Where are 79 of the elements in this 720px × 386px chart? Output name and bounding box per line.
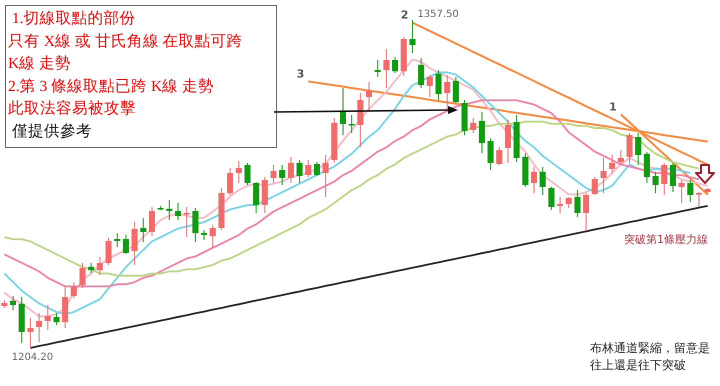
series-label: 2 — [400, 8, 408, 22]
candlestick — [548, 186, 554, 210]
candlestick — [592, 176, 598, 196]
candlestick — [175, 202, 181, 221]
candlestick — [44, 304, 51, 330]
candlestick — [687, 180, 694, 203]
candlestick — [478, 111, 485, 154]
candlestick — [652, 171, 659, 194]
candlestick — [262, 176, 268, 214]
candlestick — [270, 164, 276, 184]
candlestick — [583, 192, 590, 231]
candlestick — [400, 36, 407, 77]
candlestick — [227, 168, 234, 196]
candlestick — [522, 152, 528, 188]
candlestick — [609, 154, 616, 174]
series-label: 3 — [296, 67, 304, 80]
candlestick — [540, 166, 546, 196]
candlestick — [531, 166, 537, 194]
annotation: 1.切線取點的部份 — [10, 9, 136, 29]
candlestick — [383, 48, 390, 89]
candlestick — [288, 156, 294, 184]
text: 1204.20 — [12, 352, 54, 363]
candlestick — [80, 262, 86, 289]
candlestick — [488, 138, 494, 170]
candlestick — [62, 286, 68, 329]
candlestick — [184, 206, 190, 238]
candlestick — [331, 117, 338, 164]
candlestick — [418, 58, 424, 89]
candlestick — [305, 159, 312, 178]
candlestick — [236, 160, 242, 184]
candlestick — [53, 312, 60, 326]
annotation: 只有 X線 或 甘氏角線 在取點可跨 — [8, 32, 244, 52]
candlestick — [1, 300, 8, 308]
candlestick — [96, 256, 103, 276]
candlestick — [600, 157, 606, 194]
annotation: 布林通道緊縮，留意是往上還是往下突破 — [590, 340, 711, 374]
annotation: 2.第 3 條線取點已跨 K線 走勢 — [8, 76, 216, 96]
annotation: K線 走勢 — [8, 54, 72, 74]
candlestick — [661, 162, 668, 196]
candlestick — [122, 234, 129, 255]
candlestick — [27, 318, 34, 348]
candlestick — [644, 152, 650, 184]
annotation: 此取法容易被攻擊 — [8, 99, 137, 119]
candlestick — [678, 180, 685, 204]
candlestick — [340, 88, 346, 136]
candlestick — [279, 164, 286, 186]
candlestick — [626, 132, 632, 164]
candlestick — [670, 162, 676, 193]
candlestick — [348, 114, 355, 134]
annotation: 突破第1條壓力線 — [624, 232, 709, 248]
candlestick — [635, 132, 642, 166]
candlestick — [409, 20, 416, 54]
candlestick — [496, 146, 502, 166]
candlestick — [192, 208, 198, 243]
candlestick — [505, 119, 511, 164]
candlestick — [296, 159, 303, 184]
candlestick — [253, 181, 260, 214]
candlestick — [357, 92, 364, 148]
candlestick — [444, 74, 450, 111]
candlestick — [322, 154, 329, 198]
candlestick — [436, 70, 442, 101]
candlestick — [132, 221, 138, 266]
candlestick — [88, 262, 94, 274]
candlestick — [426, 74, 433, 98]
series-label: 1 — [609, 100, 617, 114]
text: 1357.50 — [417, 9, 459, 20]
candlestick — [18, 296, 25, 344]
candlestick — [218, 187, 224, 231]
candlestick — [210, 224, 216, 249]
candlestick — [10, 295, 16, 311]
candlestick — [452, 76, 459, 104]
annotation: 僅提供參考 — [10, 122, 93, 142]
candlestick — [70, 282, 77, 298]
candlestick — [166, 199, 172, 221]
candlestick — [314, 162, 320, 176]
candlestick — [514, 114, 520, 163]
candlestick — [574, 189, 580, 218]
candlestick — [470, 117, 476, 134]
candlestick — [392, 56, 398, 74]
